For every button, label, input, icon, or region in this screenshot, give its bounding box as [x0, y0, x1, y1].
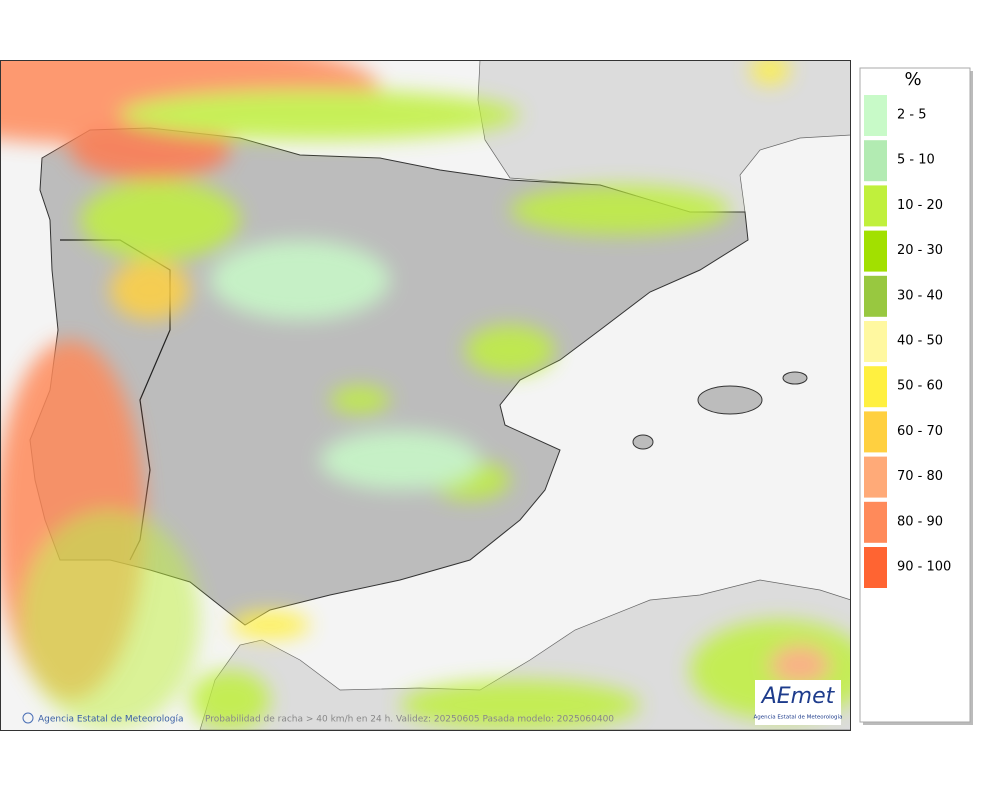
legend-label: 60 - 70 — [897, 424, 943, 439]
legend-swatch — [864, 230, 887, 272]
credit: Agencia Estatal de Meteorología — [38, 715, 184, 725]
legend-swatch — [864, 140, 887, 182]
map-frame — [0, 60, 851, 731]
legend-label: 10 - 20 — [897, 198, 943, 213]
legend-label: 80 - 90 — [897, 514, 943, 529]
africa — [199, 579, 851, 730]
legend-label: 5 - 10 — [897, 153, 935, 168]
copyright-icon — [22, 712, 34, 724]
legend-swatch — [864, 321, 887, 362]
legend-label: 40 - 50 — [897, 334, 943, 349]
logo-subtitle: Agencia Estatal de Meteorología — [754, 714, 843, 721]
legend-label: 2 - 5 — [897, 108, 927, 123]
legend-swatch — [864, 501, 887, 543]
legend-label: 30 - 40 — [897, 288, 943, 303]
legend-swatch — [864, 456, 887, 498]
legend-swatch — [864, 95, 887, 136]
mallorca — [697, 385, 763, 415]
legend-title: % — [904, 69, 921, 90]
legend-swatch — [864, 185, 887, 227]
menorca — [782, 371, 808, 385]
map: Agencia Estatal de Meteorología Probabil… — [0, 60, 851, 730]
logo: AEmet — [760, 684, 836, 709]
legend-label: 20 - 30 — [897, 243, 943, 258]
ibiza — [632, 434, 654, 450]
legend-swatch — [864, 411, 887, 453]
legend-swatch — [864, 275, 887, 317]
legend-label: 50 - 60 — [897, 379, 943, 394]
legend-label: 70 - 80 — [897, 469, 943, 484]
caption: Probabilidad de racha > 40 km/h en 24 h.… — [205, 715, 614, 725]
probability-field — [0, 60, 851, 730]
legend-swatch — [864, 547, 887, 588]
legend-swatch — [864, 366, 887, 408]
logo-box — [755, 680, 841, 725]
legend-label: 90 - 100 — [897, 560, 951, 575]
